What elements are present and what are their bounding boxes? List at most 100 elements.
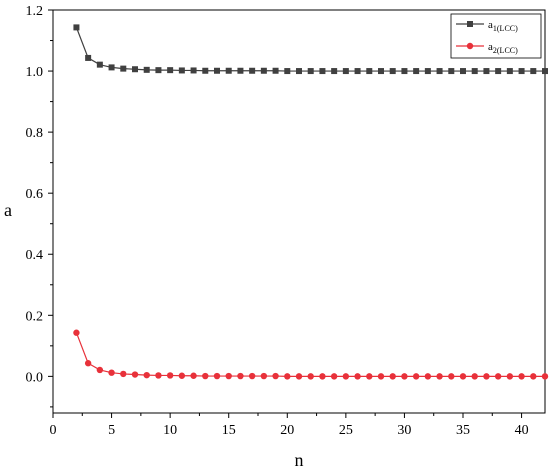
data-point: [448, 68, 455, 75]
data-point: [296, 68, 302, 75]
legend: a1(LCC) a2(LCC): [450, 13, 542, 59]
data-point: [272, 67, 279, 74]
y-tick-label: 0.2: [26, 309, 44, 324]
data-point: [237, 67, 244, 74]
series-layer: [73, 24, 549, 380]
legend-entry-label: a1(LCC): [488, 19, 518, 33]
x-tick-label: 30: [397, 423, 411, 438]
series-line: [75, 332, 545, 377]
data-point: [401, 373, 408, 380]
data-point: [518, 373, 525, 380]
series-2lcc: [73, 329, 549, 380]
data-point: [389, 68, 396, 75]
y-tick-label: 0.4: [26, 248, 44, 263]
data-point: [483, 373, 490, 380]
x-tick-label: 40: [515, 423, 529, 438]
data-point: [284, 68, 291, 75]
data-point: [108, 369, 115, 376]
y-tick-label: 0.6: [26, 187, 44, 202]
plot-frame: [52, 9, 546, 414]
data-point: [401, 68, 408, 75]
data-point: [249, 67, 256, 74]
data-point: [96, 366, 104, 374]
data-point: [190, 372, 197, 379]
data-point: [494, 373, 502, 380]
axes-layer: 0 5 10 15 20 25 30 35 40 0.0 0.2 0.4 0.6 0.8 1.0 1.2: [26, 4, 529, 438]
data-point: [506, 373, 514, 380]
data-point: [143, 66, 150, 73]
data-point: [530, 373, 537, 380]
x-tick-label: 25: [339, 423, 353, 438]
data-point: [214, 67, 220, 74]
legend-entry-label: a2(LCC): [488, 41, 518, 55]
y-tick-label: 1.2: [26, 4, 44, 19]
data-point: [460, 68, 466, 75]
data-point: [272, 372, 279, 380]
x-tick-label: 10: [163, 423, 177, 438]
data-point: [120, 65, 127, 72]
data-point: [237, 372, 244, 380]
data-point: [73, 329, 80, 336]
data-point: [225, 372, 232, 380]
data-point: [131, 371, 139, 378]
data-point: [143, 371, 150, 379]
data-point: [389, 373, 396, 380]
data-point: [377, 373, 385, 380]
data-point: [166, 372, 174, 379]
data-point: [471, 68, 478, 75]
data-point: [84, 360, 92, 367]
data-point: [85, 54, 92, 61]
data-point: [284, 373, 291, 380]
data-point: [412, 373, 420, 380]
data-point: [190, 67, 197, 74]
data-point: [366, 373, 373, 380]
data-point: [342, 373, 350, 380]
data-point: [471, 373, 478, 380]
data-point: [108, 64, 115, 71]
y-tick-label: 0.8: [26, 126, 44, 141]
legend-box: [450, 13, 542, 59]
plot-area: [52, 9, 546, 414]
data-point: [542, 68, 548, 75]
series-1lcc: [73, 24, 548, 75]
data-point: [530, 68, 537, 75]
data-point: [495, 68, 502, 75]
data-point: [366, 68, 373, 75]
x-tick-label: 20: [280, 423, 294, 438]
data-point: [260, 372, 268, 380]
data-point: [307, 68, 314, 75]
data-point: [155, 372, 162, 379]
data-point: [167, 67, 174, 74]
data-point: [73, 24, 80, 31]
x-tick-label: 35: [456, 423, 470, 438]
data-point: [378, 68, 384, 75]
data-point: [342, 68, 349, 75]
y-tick-label: 1.0: [26, 65, 44, 80]
data-point: [202, 67, 209, 74]
data-point: [413, 68, 420, 75]
x-axis-label: n: [295, 450, 304, 470]
data-point: [354, 68, 361, 75]
legend-marker: [466, 42, 474, 50]
data-point: [541, 373, 549, 380]
data-point: [96, 61, 103, 68]
data-point: [260, 67, 267, 74]
data-point: [436, 373, 443, 380]
data-point: [295, 373, 303, 380]
data-point: [354, 373, 361, 380]
data-point: [307, 373, 314, 380]
legend-marker: [467, 21, 473, 27]
data-point: [436, 68, 443, 75]
data-point: [319, 68, 326, 75]
data-point: [518, 68, 525, 75]
data-point: [319, 373, 326, 380]
data-point: [330, 373, 338, 380]
data-point: [178, 67, 185, 74]
data-point: [448, 373, 455, 380]
data-point: [331, 68, 338, 75]
data-point: [178, 372, 186, 379]
data-point: [248, 372, 256, 380]
data-point: [424, 373, 432, 380]
data-point: [483, 68, 490, 75]
data-point: [225, 67, 232, 74]
